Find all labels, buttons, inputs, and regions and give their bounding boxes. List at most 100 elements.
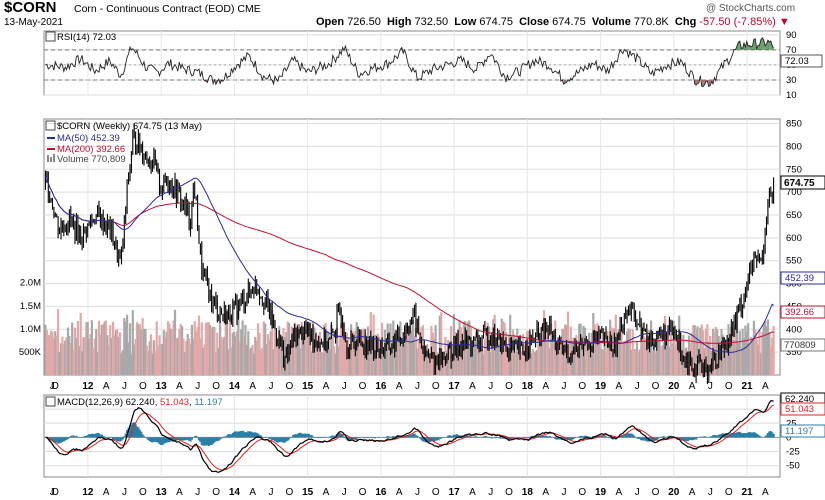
volume-bar: [306, 335, 309, 375]
volume-bar: [244, 324, 247, 375]
macd-histogram-bar: [458, 435, 461, 438]
volume-bar: [179, 323, 182, 375]
macd-histogram-bar: [176, 437, 179, 440]
macd-histogram-bar: [152, 437, 155, 442]
macd-histogram-bar: [710, 436, 713, 438]
volume-bar: [135, 322, 139, 375]
volume-bar: [216, 332, 219, 375]
macd-histogram-bar: [440, 437, 443, 439]
macd-histogram-bar: [311, 436, 315, 438]
volume-bar: [341, 335, 344, 375]
macd-histogram-bar: [555, 437, 558, 440]
x-tick-label: A: [176, 487, 183, 498]
volume-bar: [409, 326, 412, 375]
macd-y-tick: -50: [786, 461, 800, 472]
volume-bar: [576, 341, 579, 375]
volume-bar: [588, 332, 591, 375]
volume-bar: [241, 320, 244, 375]
volume-bar: [357, 341, 360, 375]
volume-bar: [228, 316, 232, 375]
volume-bar: [142, 328, 146, 375]
volume-bar: [426, 344, 429, 375]
signal-value: 51.043: [160, 397, 189, 408]
volume-bar: [72, 349, 75, 375]
volume-bar: [176, 337, 179, 375]
macd-histogram-bar: [90, 433, 93, 438]
volume-bar: [203, 344, 206, 375]
volume-bar: [82, 337, 85, 375]
macd-histogram-bar: [568, 437, 571, 441]
x-tick-label: 21: [741, 381, 753, 392]
macd-histogram-bar: [82, 436, 85, 438]
x-tick-label: J: [50, 487, 55, 498]
macd-histogram-bar: [411, 433, 415, 438]
volume-bar: [114, 330, 117, 375]
volume-bar: [195, 331, 198, 375]
macd-histogram-bar: [190, 437, 193, 440]
macd-histogram-bar: [231, 433, 234, 438]
macd-histogram-bar: [507, 437, 510, 441]
x-tick-label: J: [708, 487, 713, 498]
rsi-overbought-fill: [738, 41, 740, 50]
volume-bar: [58, 351, 61, 375]
macd-histogram-bar: [472, 436, 475, 438]
macd-line: [45, 400, 774, 473]
macd-histogram-bar: [747, 432, 750, 438]
volume-bar: [376, 333, 379, 375]
macd-histogram-bar: [579, 435, 582, 438]
x-tick-label: A: [689, 381, 696, 392]
macd-histogram-bar: [255, 432, 258, 438]
volume-bar: [623, 341, 626, 375]
signal-line: [45, 404, 774, 471]
macd-histogram-bar: [258, 434, 261, 438]
macd-histogram-bar: [220, 437, 223, 439]
volume-bar: [302, 333, 305, 375]
volume-bar: [140, 329, 143, 375]
macd-histogram-bar: [641, 437, 644, 441]
macd-histogram-bar: [148, 437, 151, 442]
macd-histogram-bar: [179, 437, 182, 441]
close-last-badge: 674.75: [780, 175, 825, 190]
volume-bar: [716, 329, 719, 375]
volume-bar: [96, 352, 99, 375]
volume-bar: [707, 341, 710, 375]
volume-bar: [348, 351, 351, 375]
macd-histogram-bar: [564, 437, 567, 441]
macd-histogram-bar: [624, 434, 627, 438]
macd-histogram-bar: [119, 437, 122, 442]
macd-histogram-bar: [162, 437, 165, 444]
x-axes: JO 12 A J O 13 A J O 14 A J O 15 A J O 16 A J O 17 A J O 18 A J O 19 A…: [50, 381, 769, 498]
volume-bar: [106, 335, 109, 375]
volume-bar: [690, 332, 693, 375]
volume-bar: [668, 346, 671, 375]
rsi-y-tick: 10: [786, 90, 797, 101]
volume-bar: [261, 347, 264, 375]
volume-bar: [204, 322, 208, 375]
volume-bar: [190, 324, 193, 375]
volume-bar: [331, 337, 334, 375]
macd-histogram-bar: [428, 437, 431, 442]
volume-bar: [709, 335, 712, 375]
volume-bar: [93, 338, 96, 375]
macd-histogram-bar: [59, 437, 63, 443]
volume-bar: [645, 340, 648, 375]
macd-histogram-bar: [333, 435, 336, 438]
macd-histogram-bar: [81, 437, 84, 438]
x-tick-label: A: [542, 487, 549, 498]
macd-histogram-bar: [623, 434, 626, 438]
volume-bar: [138, 323, 141, 375]
x-tick-label: 20: [668, 487, 680, 498]
macd-histogram-bar: [245, 432, 248, 438]
macd-histogram-bar: [85, 436, 88, 438]
volume-bar: [55, 335, 58, 375]
x-tick-label: J: [561, 381, 566, 392]
macd-histogram-bar: [248, 431, 251, 438]
volume-bar: [619, 335, 622, 375]
volume-bar: [490, 335, 493, 375]
macd-histogram-bar: [219, 437, 222, 440]
volume-bar: [635, 340, 639, 375]
macd-histogram-bar: [488, 437, 491, 438]
macd-histogram-bar: [55, 437, 58, 443]
ma200-last-badge: 392.66: [780, 305, 825, 319]
